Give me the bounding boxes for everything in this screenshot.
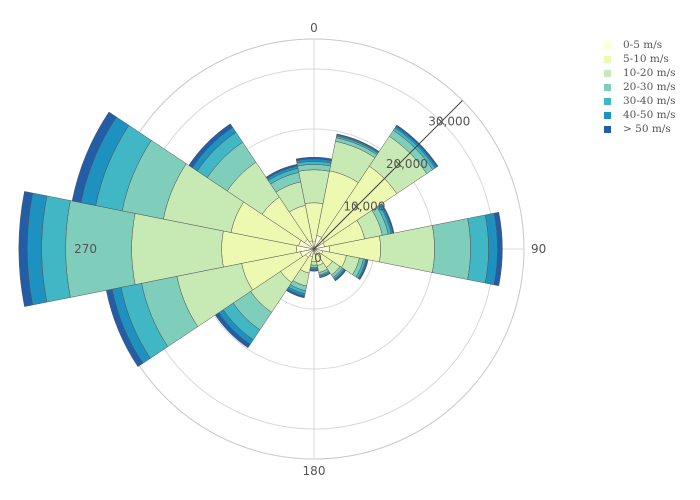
radial-tick-label: 20,000 [386,157,428,171]
bar-segment [395,124,439,168]
angular-tick-label: 270 [74,242,97,256]
bar-segment [319,272,331,279]
bar-segment [71,111,117,203]
legend-swatch [604,41,611,49]
legend-label: > 50 m/s [623,123,671,135]
legend-swatch [604,111,611,119]
tick-labels: 0 10,000 20,000 30,000 0 90 180 270 [74,21,546,478]
legend-item[interactable]: 30-40 m/s [602,94,676,108]
legend-label: 10-20 m/s [623,67,676,79]
radial-tick-mark [438,118,445,125]
radial-tick-label: 30,000 [428,115,470,129]
legend-swatch [604,97,611,105]
radial-axis-line [313,100,463,250]
legend-item[interactable]: > 50 m/s [602,122,676,136]
legend-item[interactable]: 5-10 m/s [602,52,676,66]
bar-segment [358,259,369,281]
legend-label: 40-50 m/s [623,109,676,121]
legend-swatch [604,69,611,77]
legend-item[interactable]: 40-50 m/s [602,108,676,122]
angular-tick-label: 180 [303,464,326,478]
angular-tick-label: 90 [531,242,546,256]
bar-segment [309,269,319,272]
bar-segment [265,163,298,180]
legend-swatch [604,83,611,91]
bar-segment [431,218,471,280]
bar-segment [188,123,234,169]
bar-segment [493,211,503,287]
axes-overlay [313,100,463,250]
bar-segment [467,214,489,284]
legend-label: 20-30 m/s [623,81,676,93]
legend-label: 30-40 m/s [623,95,676,107]
legend-item[interactable]: 0-5 m/s [602,38,676,52]
radial-tick-label: 0 [314,251,322,265]
bar-segment [334,269,347,282]
radial-tick-mark [353,203,360,210]
legend-item[interactable]: 20-30 m/s [602,80,676,94]
legend-label: 5-10 m/s [623,53,669,65]
radial-tick-label: 10,000 [343,200,385,214]
legend-label: 0-5 m/s [623,39,663,51]
legend-item[interactable]: 10-20 m/s [602,66,676,80]
bars-group [18,111,503,368]
bar-segment [18,191,33,307]
angular-tick-label: 0 [310,21,318,35]
legend: 0-5 m/s 5-10 m/s 10-20 m/s 20-30 m/s 30-40 m… [602,38,676,136]
radial-tick-mark [395,160,403,168]
legend-swatch [604,55,611,63]
legend-swatch [604,125,611,133]
